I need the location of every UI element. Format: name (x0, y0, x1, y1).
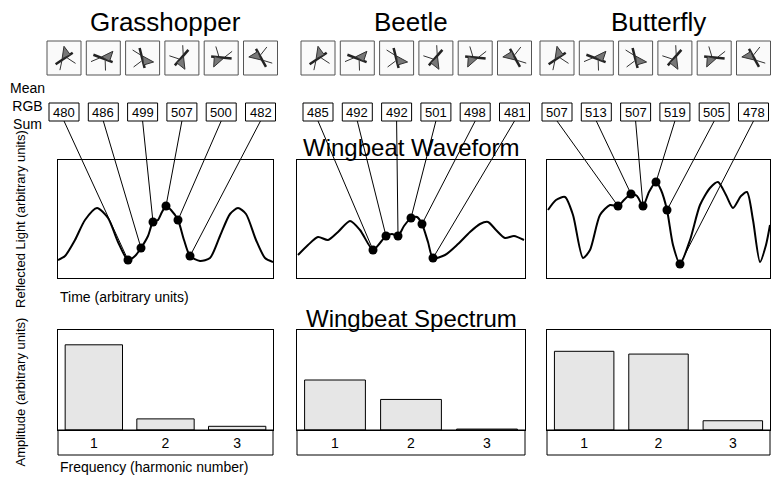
svg-text:1: 1 (90, 435, 98, 451)
svg-text:482: 482 (250, 105, 272, 120)
svg-text:Grasshopper: Grasshopper (90, 7, 241, 37)
svg-text:Amplitude (arbitrary units): Amplitude (arbitrary units) (13, 318, 28, 467)
svg-text:2: 2 (162, 435, 170, 451)
svg-text:Wingbeat Waveform: Wingbeat Waveform (303, 134, 520, 161)
svg-text:492: 492 (346, 105, 368, 120)
svg-text:1: 1 (331, 435, 339, 451)
svg-text:MeanRGBSum: MeanRGBSum (10, 80, 45, 132)
svg-text:481: 481 (504, 105, 526, 120)
svg-text:480: 480 (53, 105, 75, 120)
svg-text:486: 486 (92, 105, 114, 120)
svg-text:507: 507 (171, 105, 193, 120)
svg-text:513: 513 (585, 105, 607, 120)
svg-text:Reflected Light (arbitrary uni: Reflected Light (arbitrary units) (13, 130, 28, 308)
svg-text:500: 500 (210, 105, 232, 120)
svg-text:Butterfly: Butterfly (611, 7, 706, 37)
svg-text:499: 499 (132, 105, 154, 120)
svg-text:3: 3 (233, 435, 241, 451)
svg-text:Frequency (harmonic number): Frequency (harmonic number) (60, 459, 248, 475)
svg-text:498: 498 (464, 105, 486, 120)
svg-text:505: 505 (703, 105, 725, 120)
svg-text:3: 3 (483, 435, 491, 451)
svg-text:507: 507 (546, 105, 568, 120)
svg-text:2: 2 (407, 435, 415, 451)
svg-text:478: 478 (743, 105, 765, 120)
svg-text:Time (arbitrary units): Time (arbitrary units) (60, 289, 189, 305)
svg-text:Wingbeat Spectrum: Wingbeat Spectrum (306, 305, 517, 332)
svg-text:2: 2 (655, 435, 663, 451)
svg-text:507: 507 (625, 105, 647, 120)
svg-text:Beetle: Beetle (374, 7, 448, 37)
svg-text:1: 1 (580, 435, 588, 451)
svg-text:3: 3 (729, 435, 737, 451)
svg-text:501: 501 (425, 105, 447, 120)
svg-text:485: 485 (307, 105, 329, 120)
svg-text:519: 519 (664, 105, 686, 120)
svg-text:492: 492 (386, 105, 408, 120)
